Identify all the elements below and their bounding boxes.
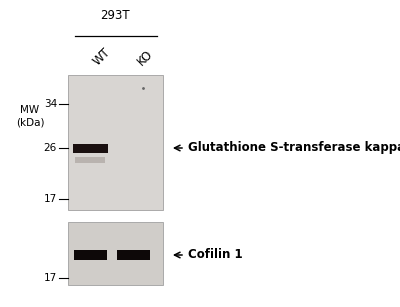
Bar — [74, 250, 106, 260]
Text: Glutathione S-transferase kappa 1: Glutathione S-transferase kappa 1 — [188, 142, 400, 154]
Text: MW
(kDa): MW (kDa) — [16, 105, 44, 127]
Text: 17: 17 — [44, 194, 57, 204]
Bar — [68, 75, 163, 210]
Text: WT: WT — [91, 45, 114, 68]
Bar — [116, 250, 150, 260]
Text: 26: 26 — [44, 143, 57, 153]
Text: KO: KO — [135, 47, 156, 68]
Bar — [75, 157, 105, 163]
Bar — [68, 222, 163, 285]
Text: Cofilin 1: Cofilin 1 — [188, 248, 243, 262]
Text: 34: 34 — [44, 99, 57, 109]
Text: 293T: 293T — [100, 9, 130, 22]
Bar — [72, 143, 108, 153]
Text: 17: 17 — [44, 273, 57, 283]
